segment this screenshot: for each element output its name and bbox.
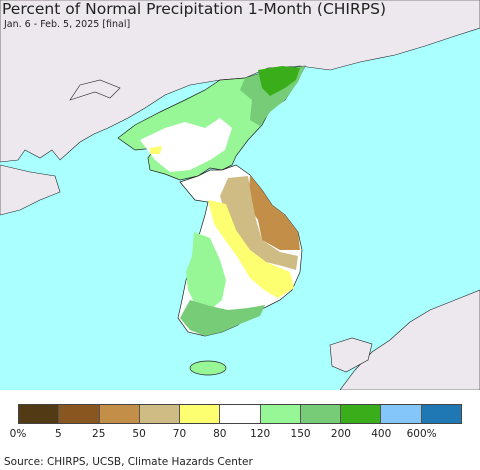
legend-label: 120: [250, 428, 271, 440]
map-title: Percent of Normal Precipitation 1-Month …: [2, 0, 386, 18]
landmass-shandong: [0, 164, 61, 216]
landmass-japan: [339, 289, 480, 390]
legend-label: 600%: [406, 428, 437, 440]
legend-label: 200: [330, 428, 351, 440]
legend-label: 25: [92, 428, 106, 440]
map-subtitle: Jan. 6 - Feb. 5, 2025 [final]: [4, 19, 131, 30]
landmass-liaodong: [69, 79, 121, 101]
legend-swatch: [300, 405, 342, 423]
legend-swatch: [341, 405, 382, 423]
legend-label: 0%: [9, 428, 27, 440]
legend-label: 80: [213, 428, 227, 440]
region-nk-greener: [240, 66, 305, 126]
legend-swatch: [99, 405, 140, 423]
legend-label: 150: [290, 428, 311, 440]
region-north-korea: [117, 65, 306, 181]
region-south-korea: [177, 164, 303, 337]
legend-swatch: [260, 405, 301, 423]
legend-swatch: [220, 405, 261, 423]
region-sk-green-west: [186, 232, 226, 310]
landmass-japan-west: [329, 337, 373, 373]
precipitation-map: [0, 0, 480, 390]
legend-label: 5: [55, 428, 62, 440]
region-nk-yellow: [150, 146, 162, 154]
legend-swatch: [421, 405, 461, 423]
region-sk-yellow: [208, 200, 294, 298]
color-legend: [18, 404, 462, 424]
region-sk-green-south: [180, 300, 265, 336]
legend-swatch: [139, 405, 181, 423]
region-nk-white: [140, 118, 232, 172]
legend-swatch: [381, 405, 422, 423]
source-note: Source: CHIRPS, UCSB, Climate Hazards Ce…: [4, 456, 253, 468]
region-sk-lighttan: [220, 176, 298, 270]
region-sk-tan: [248, 175, 300, 250]
jeju-island: [189, 360, 227, 376]
legend-label: 50: [132, 428, 146, 440]
region-nk-darkgreen: [258, 66, 300, 96]
legend-swatch: [180, 405, 221, 423]
sea: [0, 0, 480, 390]
legend-label: 400: [371, 428, 392, 440]
legend-swatch: [19, 405, 60, 423]
legend-label: 70: [172, 428, 187, 440]
legend-swatch: [59, 405, 100, 423]
